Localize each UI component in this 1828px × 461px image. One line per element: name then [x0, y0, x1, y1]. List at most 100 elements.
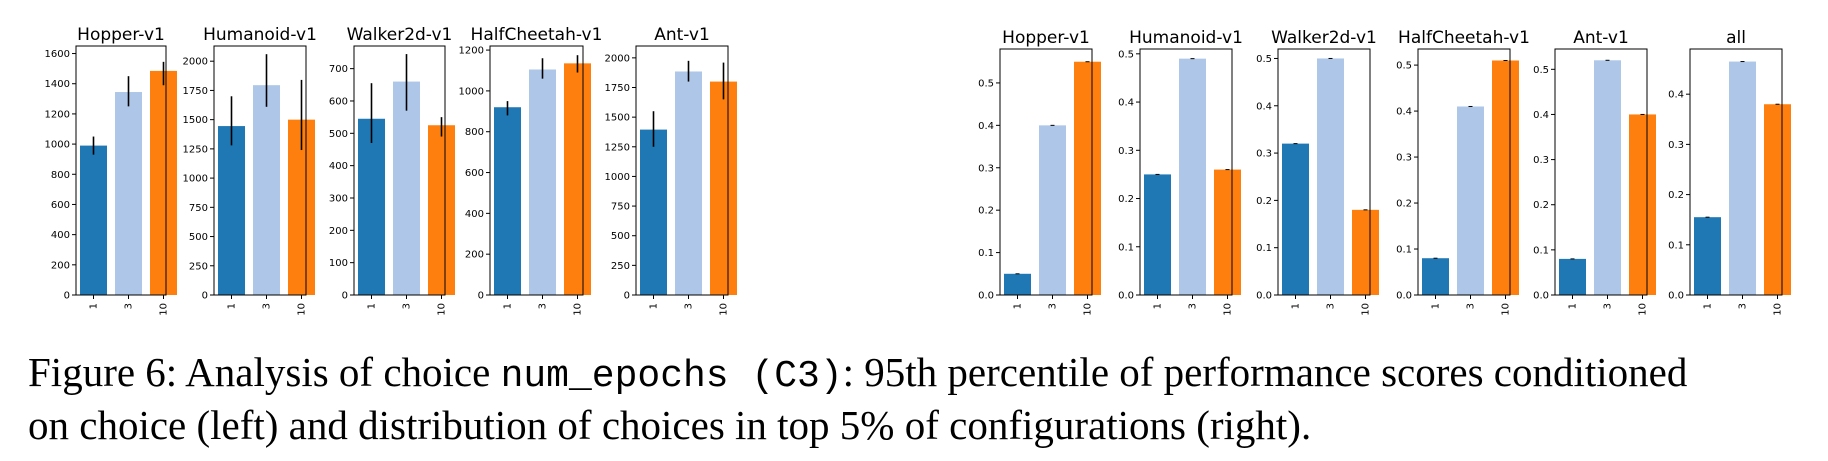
panel-11-ytick-label: 0.1	[1668, 240, 1684, 251]
panel-4-ytick-label: 400	[465, 209, 484, 220]
panel-8-xtick-label: 1	[1291, 303, 1302, 309]
panel-5-ytick-label: 1250	[605, 142, 630, 153]
panel-7-bar-3	[1179, 58, 1206, 295]
panel-7-title: Humanoid-v1	[1129, 28, 1243, 48]
panel-8-xtick-label: 3	[1326, 303, 1337, 309]
panel-5-xtick-label: 3	[684, 303, 695, 309]
panel-9-xtick-label: 3	[1466, 303, 1477, 309]
panel-8-ytick-label: 0.2	[1256, 196, 1272, 207]
panel-4-ytick-label: 1200	[459, 46, 484, 57]
panel-5-frame	[635, 45, 729, 296]
panel-11-frame	[1689, 48, 1783, 296]
panel-3-ytick-label: 100	[329, 258, 348, 269]
panel-5-ytick-label: 750	[611, 202, 630, 213]
panel-4-frame	[489, 45, 584, 296]
panel-5-bar-10	[710, 81, 737, 295]
panel-6-xtick-label: 3	[1048, 303, 1059, 309]
panel-1-ytick-label: 400	[51, 230, 70, 241]
panel-8-bar-3	[1317, 58, 1344, 295]
panel-6-xtick-label: 10	[1083, 303, 1094, 316]
panel-7-xtick-label: 3	[1188, 303, 1199, 309]
panel-1-bar-3	[115, 92, 142, 295]
panel-4-bar-3	[529, 69, 556, 295]
panel-4-bar-10	[564, 63, 591, 296]
panel-5-ytick-label: 0	[624, 291, 630, 302]
panel-2-ytick-label: 2000	[183, 57, 208, 68]
panel-2-frame	[213, 45, 307, 296]
panel-1-xtick-label: 10	[159, 303, 170, 316]
caption-prefix: Figure 6: Analysis of choice	[28, 349, 501, 395]
panel-8-bar-10	[1352, 209, 1379, 295]
panel-3-ytick-label: 400	[329, 161, 348, 172]
panel-7-ytick-label: 0.0	[1118, 291, 1134, 302]
panel-11-ytick-label: 0.4	[1668, 90, 1684, 101]
panel-1-ytick-label: 1400	[45, 79, 70, 90]
panel-3-ytick-label: 500	[329, 129, 348, 140]
panel-6-xtick-label: 1	[1013, 303, 1024, 309]
panel-1-xtick-label: 3	[124, 303, 135, 309]
caption-line2: on choice (left) and distribution of cho…	[28, 402, 1312, 448]
panel-6-ytick-label: 0.4	[978, 121, 994, 132]
panel-11-bar-3	[1729, 61, 1756, 295]
panel-8-ytick-label: 0.0	[1256, 291, 1272, 302]
panel-7-ytick-label: 0.5	[1118, 49, 1134, 60]
panel-11-xtick-label: 3	[1738, 303, 1749, 309]
panel-10-ytick-label: 0.0	[1533, 291, 1549, 302]
panel-6-ytick-label: 0.2	[978, 206, 994, 217]
panel-3-xtick-label: 1	[367, 303, 378, 309]
panel-7-ytick-label: 0.1	[1118, 242, 1134, 253]
panel-9-bar-1	[1422, 258, 1449, 295]
panel-3-ytick-label: 200	[329, 226, 348, 237]
panel-11-bar-1	[1694, 217, 1721, 295]
panel-11-xtick-label: 10	[1773, 303, 1784, 316]
panel-4-bar-1	[494, 107, 521, 295]
panel-9-xtick-label: 1	[1431, 303, 1442, 309]
panel-2-ytick-label: 1000	[183, 174, 208, 185]
panel-10-xtick-label: 10	[1638, 303, 1649, 316]
panel-9-frame	[1417, 48, 1511, 296]
panel-1-ytick-label: 1600	[45, 49, 70, 60]
panel-4-ytick-label: 200	[465, 250, 484, 261]
panel-2-xtick-label: 1	[227, 303, 238, 309]
panel-9-bar-3	[1457, 106, 1484, 295]
panel-2-ytick-label: 500	[189, 232, 208, 243]
panel-3-xtick-label: 3	[402, 303, 413, 309]
panel-9-ytick-label: 0.1	[1396, 245, 1412, 256]
panel-6-ytick-label: 0.3	[978, 163, 994, 174]
panel-5-ytick-label: 250	[611, 261, 630, 272]
panel-5-ytick-label: 500	[611, 231, 630, 242]
panel-9-ytick-label: 0.2	[1396, 199, 1412, 210]
panel-8-frame	[1277, 48, 1371, 296]
panel-5-ytick-label: 1500	[605, 113, 630, 124]
panel-10-xtick-label: 3	[1603, 303, 1614, 309]
panel-5-ytick-label: 1000	[605, 172, 630, 183]
panel-6-bar-1	[1004, 273, 1031, 295]
panel-3-ytick-label: 600	[329, 96, 348, 107]
panel-10-ytick-label: 0.4	[1533, 110, 1549, 121]
panel-1-bar-1	[80, 145, 107, 295]
panel-10-ytick-label: 0.1	[1533, 245, 1549, 256]
panel-5-xtick-label: 10	[719, 303, 730, 316]
panel-2-xtick-label: 3	[262, 303, 273, 309]
panel-3-xtick-label: 10	[437, 303, 448, 316]
panel-7-xtick-label: 1	[1153, 303, 1164, 309]
panel-10-ytick-label: 0.3	[1533, 155, 1549, 166]
panel-2-ytick-label: 1250	[183, 144, 208, 155]
panel-11-bar-10	[1764, 104, 1791, 295]
panel-11-title: all	[1726, 28, 1746, 48]
panel-5-bar-3	[675, 71, 702, 295]
panel-9-ytick-label: 0.5	[1396, 61, 1412, 72]
panel-10-ytick-label: 0.5	[1533, 65, 1549, 76]
panel-10-xtick-label: 1	[1568, 303, 1579, 309]
panel-4-ytick-label: 1000	[459, 86, 484, 97]
panel-3-bar-1	[358, 118, 385, 296]
panel-3-title: Walker2d-v1	[347, 25, 453, 45]
panel-6-bar-10	[1074, 61, 1101, 295]
panel-7-frame	[1139, 48, 1233, 296]
panel-1-title: Hopper-v1	[77, 25, 165, 45]
panel-8-ytick-label: 0.1	[1256, 243, 1272, 254]
panel-5-xtick-label: 1	[649, 303, 660, 309]
panel-2-ytick-label: 0	[202, 291, 208, 302]
panel-3-ytick-label: 0	[342, 291, 348, 302]
